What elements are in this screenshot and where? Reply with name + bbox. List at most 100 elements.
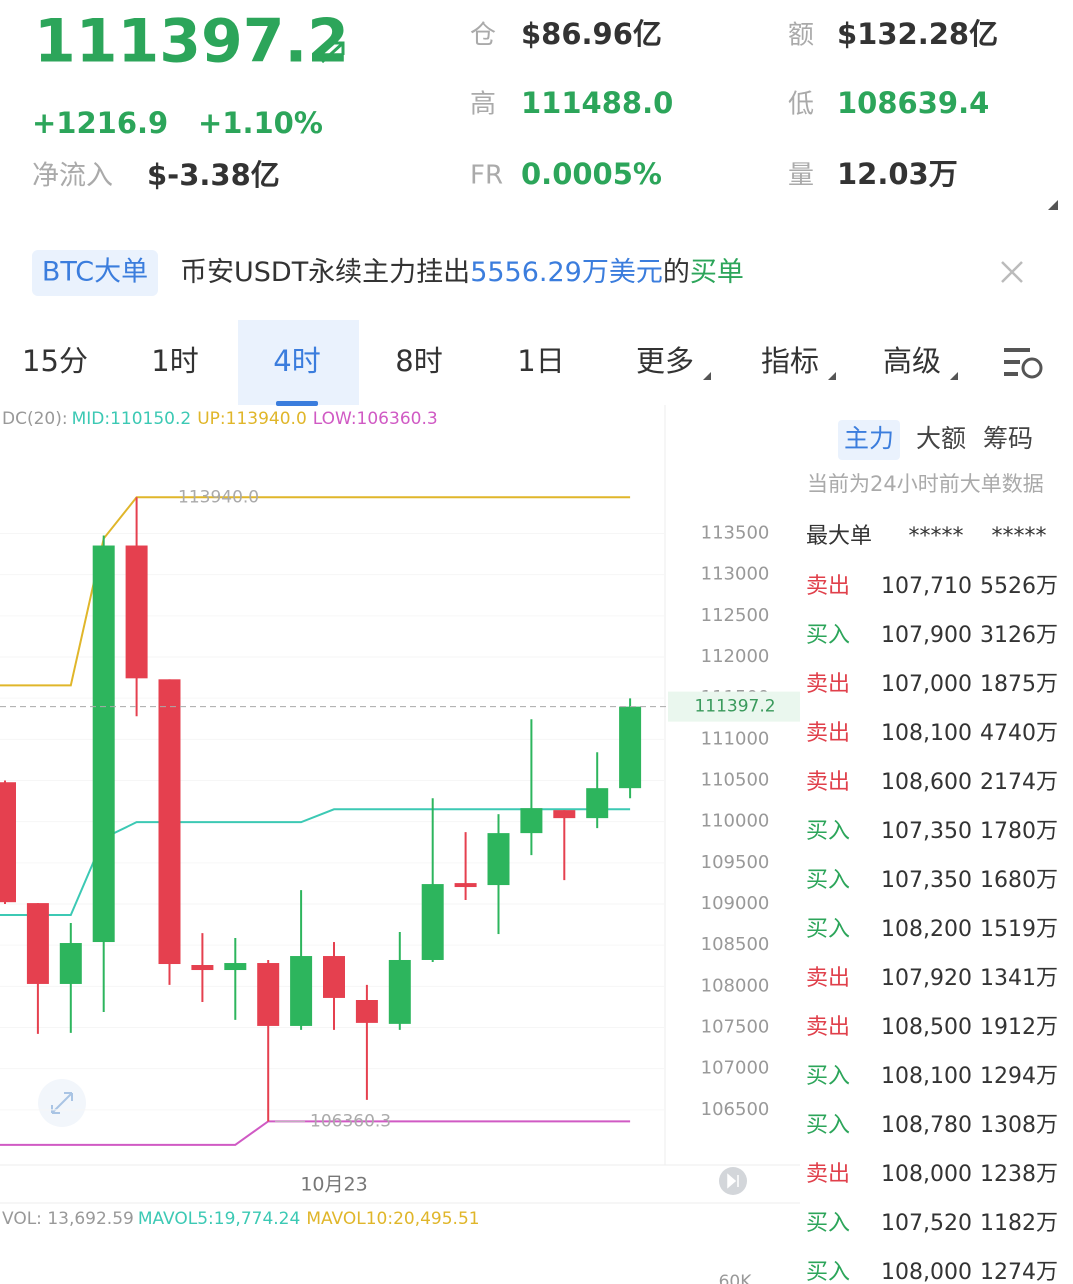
row-price: 107,350 (881, 868, 972, 893)
stat-value: $132.28亿 (837, 17, 998, 51)
row-side: 卖出 (806, 966, 850, 991)
candle-body (323, 956, 345, 998)
banner-part: 的 (663, 257, 690, 288)
annotation: 113940.0 (178, 487, 259, 507)
panel-note: 当前为24小时前大单数据 (807, 472, 1044, 496)
row-price: 108,600 (881, 770, 972, 795)
row-amount: 5526万 (980, 574, 1058, 599)
row-amount: 2174万 (980, 770, 1058, 795)
row-side: 卖出 (806, 672, 850, 697)
change: +1216.9 (32, 106, 168, 140)
tab[interactable]: 1日 (517, 344, 564, 378)
row-side: 买入 (806, 917, 850, 942)
panel-tab[interactable]: 大额 (916, 424, 966, 453)
tab[interactable]: 8时 (395, 344, 442, 378)
tab[interactable]: 高级 (883, 344, 941, 378)
tab[interactable]: 指标 (761, 344, 819, 378)
stat-value: 0.0005% (521, 157, 662, 191)
row-amount: 1341万 (980, 966, 1058, 991)
candle-body (0, 782, 16, 903)
dropdown-mark (828, 372, 836, 380)
tab[interactable]: 更多 (636, 344, 694, 378)
candle-body (388, 959, 411, 1024)
annotation: 106360.3 (310, 1111, 391, 1131)
stat-label: 量 (788, 161, 814, 191)
tab-indicator (276, 401, 318, 406)
y-tick-label: 107000 (701, 1058, 770, 1079)
net-inflow: $-3.38亿 (147, 158, 280, 192)
candle-body (191, 965, 214, 971)
change-pct: +1.10% (198, 106, 323, 140)
settings-icon[interactable] (1004, 348, 1043, 379)
row-amount: 1519万 (980, 917, 1058, 942)
row-price: 108,500 (881, 1015, 972, 1040)
banner-part: 买单 (690, 257, 744, 288)
y-tick-label: 112000 (701, 646, 770, 667)
banner-part: 5556.29万美元 (470, 257, 663, 288)
legend-label: DC(20): (2, 409, 68, 429)
stat-label: FR (470, 161, 503, 191)
candle-body (290, 956, 313, 1026)
expand-icon (51, 1092, 73, 1114)
y-tick-label: 107500 (701, 1017, 770, 1038)
candle-body (421, 884, 444, 960)
row-price: 108,000 (881, 1162, 972, 1187)
candle-body (158, 679, 181, 965)
row-side: 买入 (806, 1211, 850, 1236)
row-amount: 1274万 (980, 1260, 1058, 1284)
row-amount: 1308万 (980, 1113, 1058, 1138)
y-tick-label: 112500 (701, 605, 770, 626)
row-price: 107,920 (881, 966, 972, 991)
stat-label: 高 (470, 90, 496, 120)
candle-body (586, 788, 609, 819)
candle-body (520, 808, 543, 834)
candle-body (59, 943, 82, 984)
y-tick-label: 111000 (701, 728, 770, 749)
legend-item: LOW:106360.3 (313, 409, 438, 429)
x-tick-label: 10月23 (300, 1174, 367, 1196)
stat-value: 111488.0 (521, 86, 673, 120)
row-amount: 1875万 (980, 672, 1058, 697)
row-side: 买入 (806, 1064, 850, 1089)
y-tick-label: 106500 (701, 1099, 770, 1120)
legend-item: UP:113940.0 (197, 409, 307, 429)
panel-tab[interactable]: 筹码 (983, 424, 1033, 453)
candle-body (355, 1000, 378, 1023)
last-price-tag (668, 691, 800, 722)
row-price: 107,350 (881, 819, 972, 844)
row-side: 买入 (806, 623, 850, 648)
stat-label: 低 (788, 90, 814, 120)
dropdown-mark (950, 372, 958, 380)
row-price: 107,520 (881, 1211, 972, 1236)
panel-tab[interactable]: 主力 (844, 424, 894, 453)
dc-line (0, 1120, 631, 1146)
row-side: 买入 (806, 1113, 850, 1138)
banner-tag-bg (32, 250, 158, 296)
tab[interactable]: 1时 (151, 344, 198, 378)
legend-label: VOL: 13,692.59 (2, 1209, 134, 1229)
row-side: 卖出 (806, 1162, 850, 1187)
y-tick-label: 108000 (701, 975, 770, 996)
row-price: 108,000 (881, 1260, 972, 1284)
row-price: 107,000 (881, 672, 972, 697)
stat-value: 108639.4 (837, 86, 989, 120)
tab[interactable]: 4时 (273, 344, 320, 378)
row-side: 卖出 (806, 721, 850, 746)
close-button[interactable] (1001, 261, 1023, 283)
row-price: 108,100 (881, 1064, 972, 1089)
candle-body (224, 963, 247, 971)
tab[interactable]: 15分 (22, 344, 88, 378)
stat-value: $86.96亿 (521, 17, 662, 51)
y-tick-label: 113500 (701, 523, 770, 544)
banner-text: 币安USDT永续主力挂出5556.29万美元的买单 (180, 257, 744, 288)
row-price: 108,780 (881, 1113, 972, 1138)
legend-item: MID:110150.2 (72, 409, 192, 429)
row-price: 107,710 (881, 574, 972, 599)
candle-body (92, 545, 115, 943)
row-amount: 1182万 (980, 1211, 1058, 1236)
last-price-label: 111397.2 (694, 697, 775, 717)
legend-item: MAVOL5:19,774.24 (138, 1209, 300, 1229)
scroll-end-icon (727, 1173, 739, 1189)
